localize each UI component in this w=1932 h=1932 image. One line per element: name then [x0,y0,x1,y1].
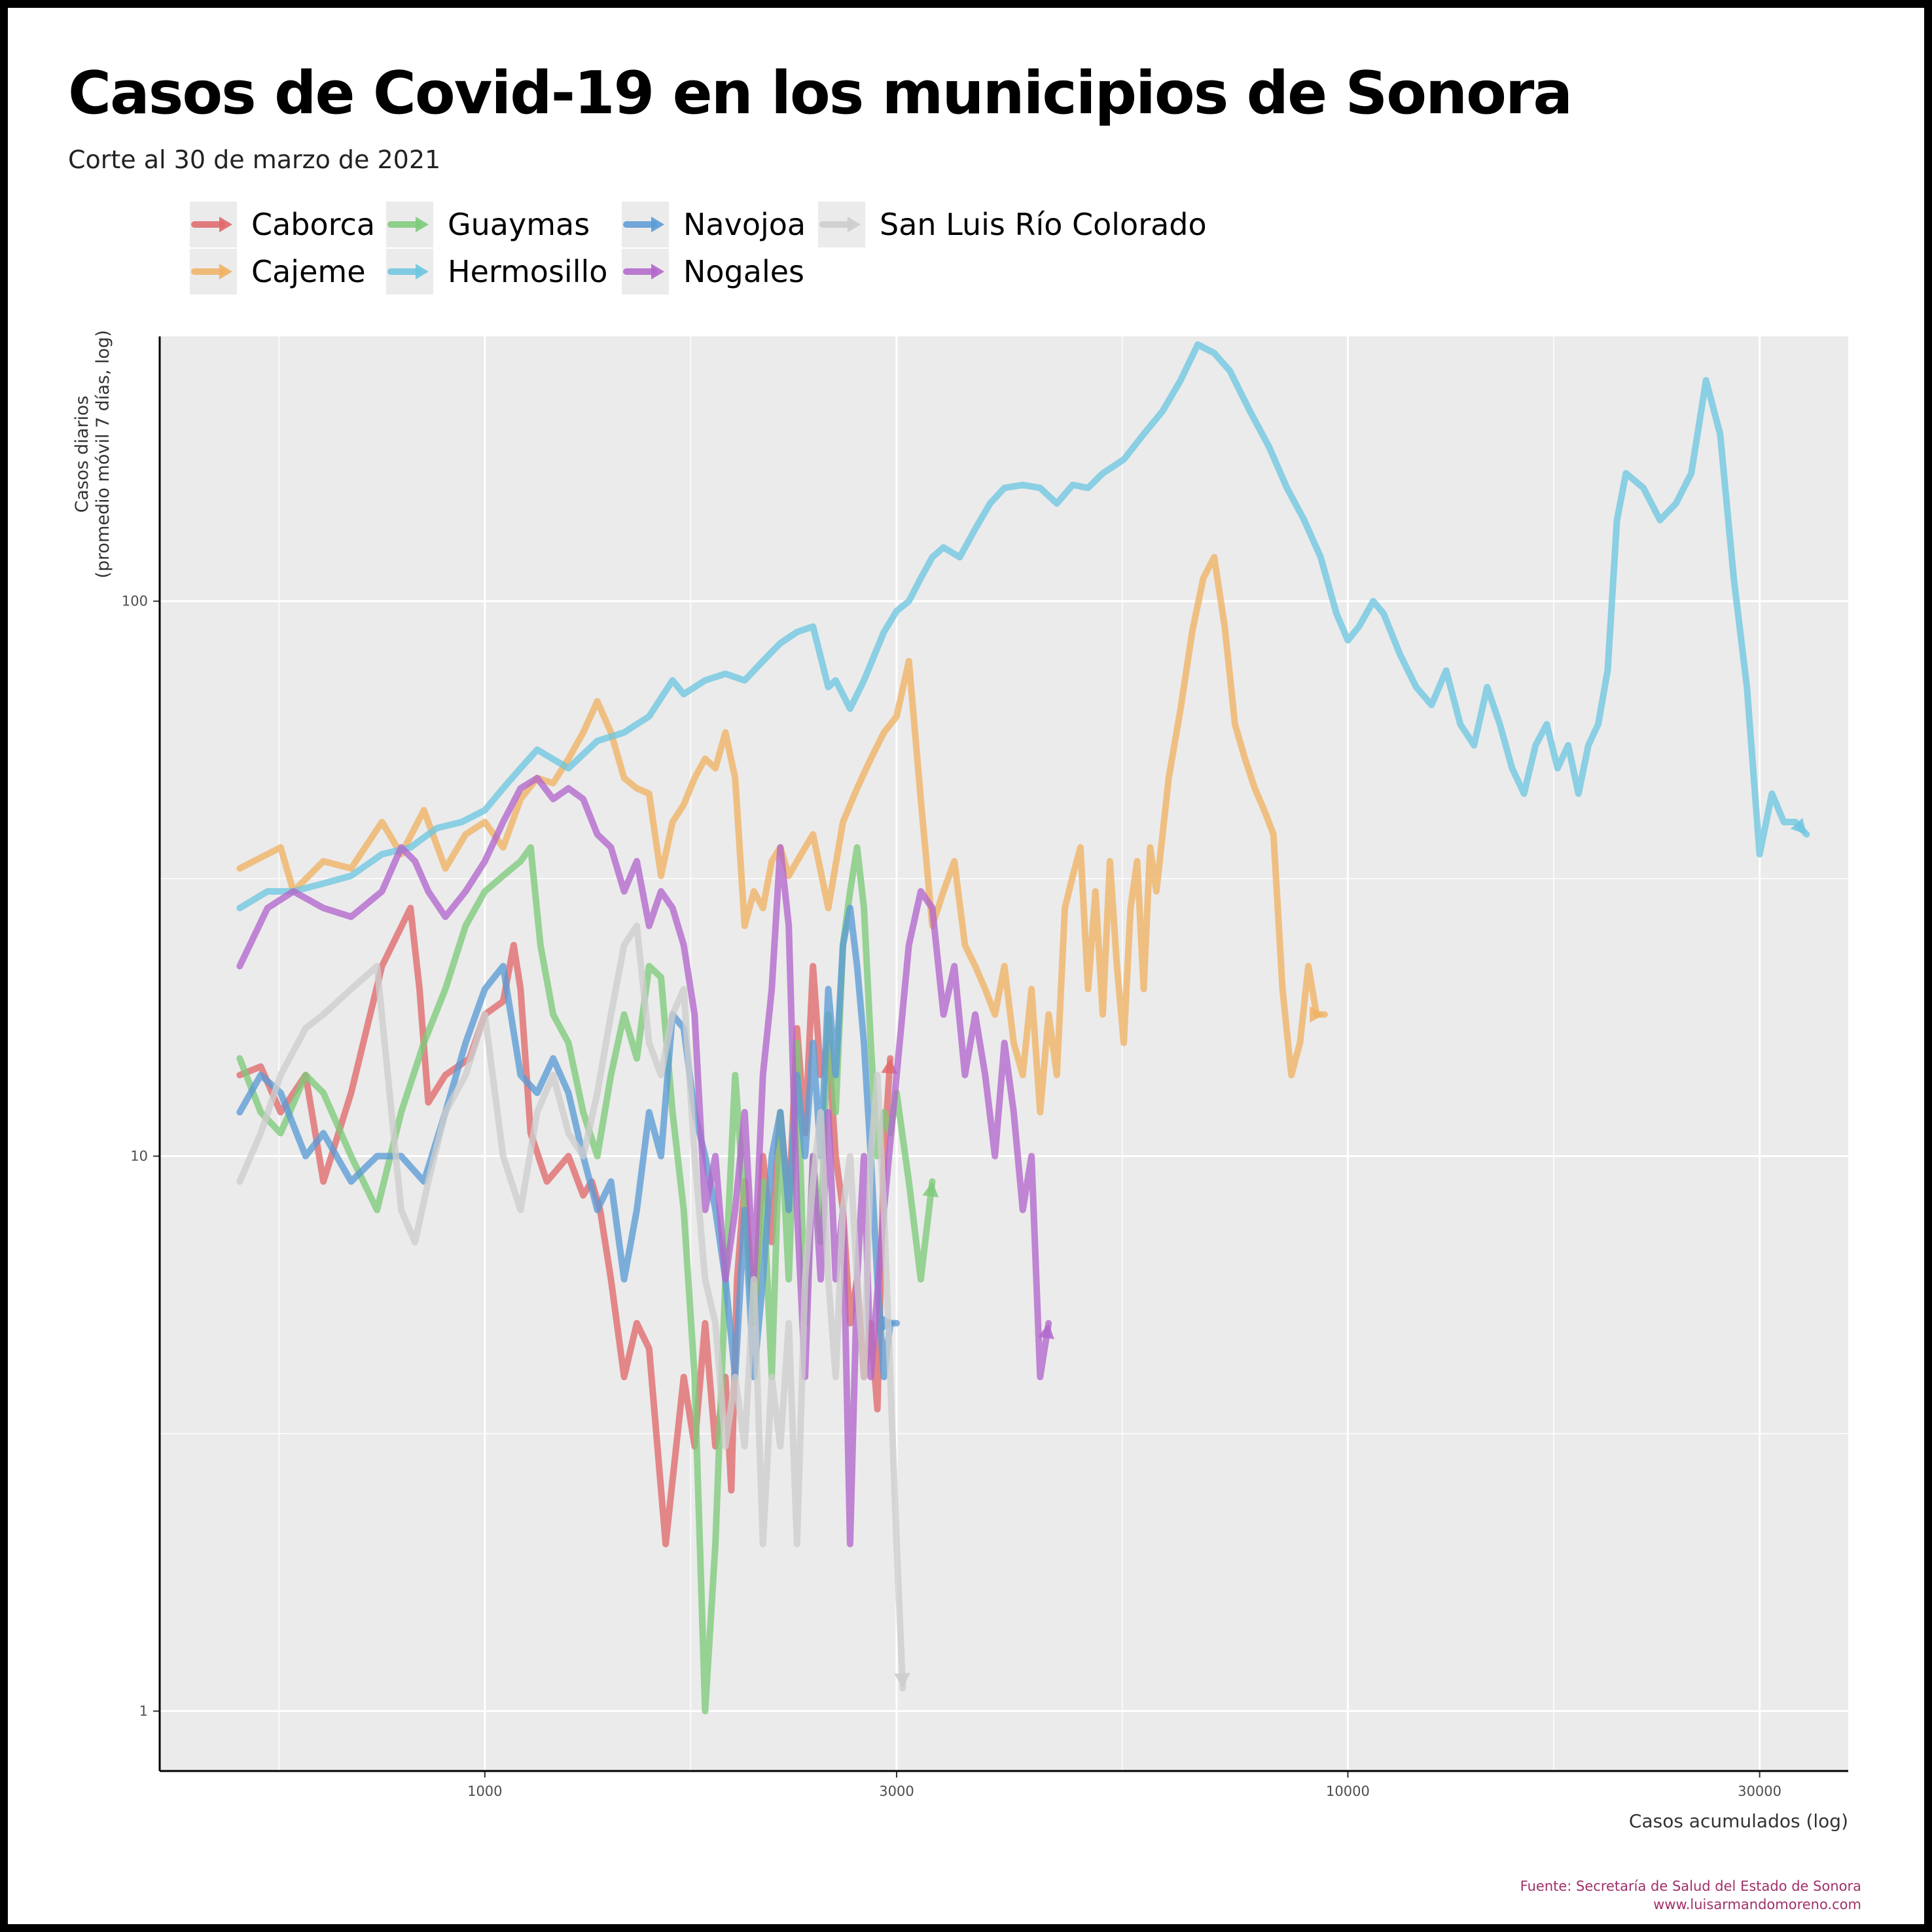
chart-subtitle: Corte al 30 de marzo de 2021 [68,145,441,174]
legend-item: Hermosillo [386,249,607,295]
legend-arrow-icon [622,249,669,295]
y-tick-label: 10 [130,1149,148,1164]
series-arrow-2 [922,1181,939,1198]
legend-item: San Luis Río Colorado [818,202,1207,247]
legend-item: Nogales [622,249,804,295]
y-axis-title-line2: (promedio móvil 7 días, log) [93,330,113,579]
series-arrow-5 [1038,1323,1054,1340]
legend-arrow-icon [386,249,433,295]
legend-label: Guaymas [448,207,590,242]
chart-plot: 1000 3000 10000 30000 1 10 100 Casos acumulados… [72,330,1848,1832]
legend-label: San Luis Río Colorado [880,207,1207,242]
chart-frame: Casos de Covid-19 en los municipios de S… [8,8,1924,1924]
legend-label: Caborca [251,207,376,242]
series-line-2 [236,844,936,1715]
series-line-6 [236,922,906,1692]
series-arrow-1 [1310,1006,1325,1023]
source-line: Fuente: Secretaría de Salud del Estado d… [1520,1878,1861,1894]
legend-arrow-icon [622,202,669,247]
chart-title: Casos de Covid-19 en los municipios de S… [68,59,1573,128]
series-line-1 [236,554,1328,1116]
x-tick-label: 1000 [467,1783,502,1799]
legend-item: Navojoa [622,202,806,247]
legend: Caborca Cajeme Guaymas Hermosillo Navojoa Nog… [190,202,1237,300]
series-arrow-6 [893,1673,910,1689]
legend-item: Cajeme [190,249,366,295]
y-tick-label: 1 [139,1704,148,1719]
legend-label: Nogales [683,254,804,289]
series-arrow-3 [1790,817,1807,834]
legend-item: Caborca [190,202,375,247]
legend-label: Hermosillo [448,254,608,289]
x-tick-label: 3000 [879,1783,914,1799]
legend-arrow-icon [190,202,237,247]
legend-arrow-icon [818,202,865,247]
legend-label: Navojoa [683,207,806,242]
website-line: www.luisarmandomoreno.com [1653,1897,1861,1912]
y-tick-label: 100 [122,594,148,609]
legend-arrow-icon [190,249,237,295]
source-note: Fuente: Secretaría de Salud del Estado d… [1520,1877,1861,1914]
legend-label: Cajeme [251,254,366,289]
legend-item: Guaymas [386,202,590,247]
x-tick-label: 10000 [1326,1783,1370,1799]
x-tick-label: 30000 [1738,1783,1781,1799]
y-axis-title: Casos diarios(promedio móvil 7 días, log… [72,330,113,579]
y-axis-title-line1: Casos diarios [72,395,92,512]
series-line-3 [236,341,1810,912]
series-arrow-0 [881,1058,898,1074]
x-axis-title: Casos acumulados (log) [1629,1810,1848,1832]
legend-arrow-icon [386,202,433,247]
